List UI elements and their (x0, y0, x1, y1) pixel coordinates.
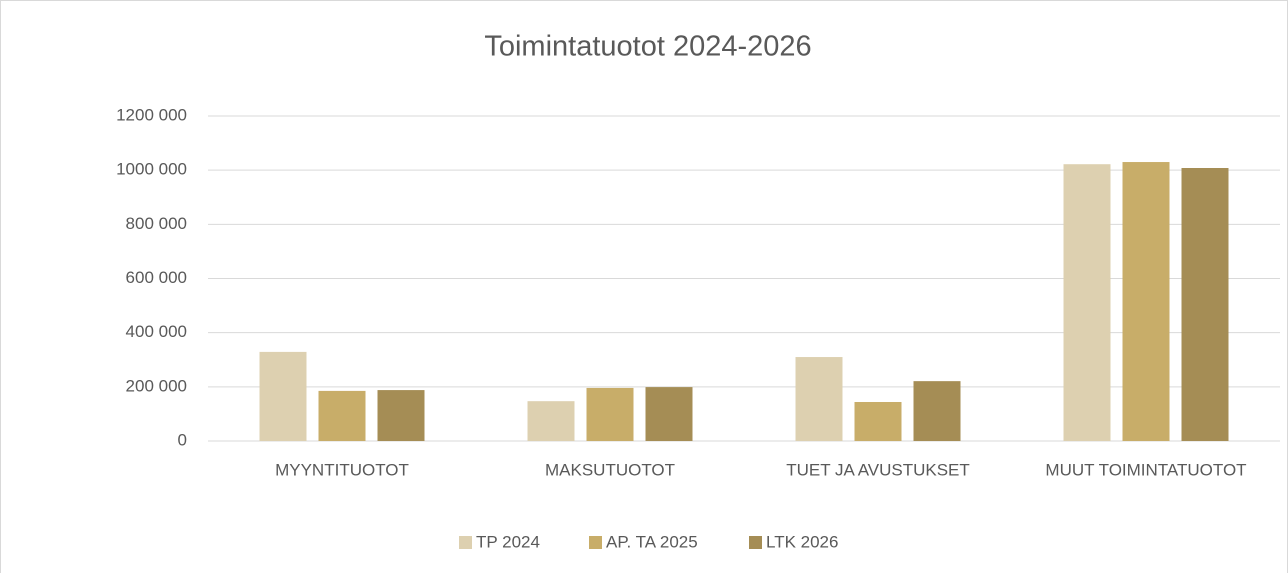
bar (527, 401, 575, 441)
bar (318, 390, 366, 441)
chart-title: Toimintatuotot 2024-2026 (484, 31, 811, 63)
bar (1122, 162, 1170, 441)
y-tick-label: 200 000 (126, 376, 187, 395)
legend-label: TP 2024 (476, 532, 540, 551)
legend-swatch (459, 536, 472, 549)
bar (645, 387, 693, 441)
bar (377, 390, 425, 441)
legend-label: LTK 2026 (766, 532, 838, 551)
legend-swatch (749, 536, 762, 549)
bar (913, 381, 961, 441)
bar (586, 387, 634, 441)
y-tick-label: 800 000 (126, 214, 187, 233)
bar (259, 351, 307, 441)
x-tick-label: MAKSUTUOTOT (545, 460, 675, 479)
y-tick-label: 600 000 (126, 268, 187, 287)
y-tick-label: 0 (178, 430, 187, 449)
bar (854, 402, 902, 441)
legend-label: AP. TA 2025 (606, 532, 698, 551)
y-tick-label: 400 000 (126, 322, 187, 341)
bar (795, 357, 843, 441)
x-tick-label: TUET JA AVUSTUKSET (786, 460, 970, 479)
legend-swatch (589, 536, 602, 549)
x-tick-label: MYYNTITUOTOT (275, 460, 409, 479)
x-tick-label: MUUT TOIMINTATUOTOT (1045, 460, 1246, 479)
y-tick-label: 1000 000 (116, 160, 187, 179)
bar (1063, 164, 1111, 442)
y-tick-label: 1200 000 (116, 105, 187, 124)
bar (1181, 168, 1229, 441)
